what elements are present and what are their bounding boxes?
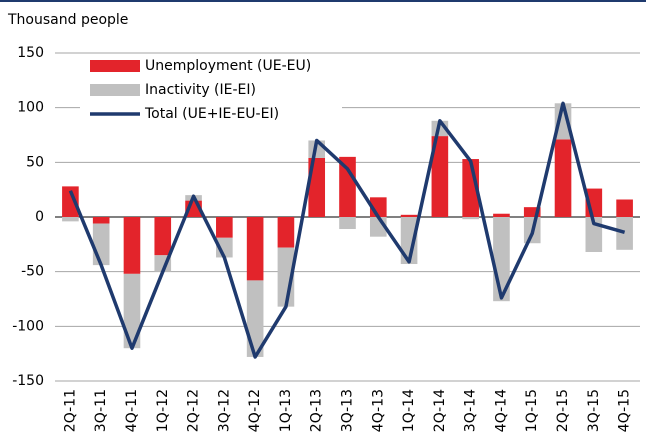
bar — [616, 217, 633, 250]
bar — [308, 157, 326, 217]
bar — [92, 217, 110, 224]
y-tick-label: 50 — [26, 154, 44, 170]
x-tick-label: 1Q-13 — [278, 389, 294, 432]
x-tick-label: 3Q-11 — [93, 389, 109, 432]
bar — [616, 199, 633, 217]
y-tick-label: -50 — [21, 264, 44, 280]
legend-swatch — [90, 60, 140, 72]
bar — [92, 223, 110, 266]
x-tick-label: 4Q-14 — [493, 389, 509, 432]
chart-title: Thousand people — [7, 12, 128, 28]
bar — [277, 217, 295, 248]
x-tick-label: 1Q-15 — [524, 389, 540, 432]
x-tick-label: 2Q-15 — [555, 389, 571, 432]
x-tick-label: 4Q-11 — [124, 389, 140, 432]
x-tick-label: 2Q-13 — [309, 389, 325, 432]
y-tick-label: -150 — [12, 373, 44, 389]
y-tick-label: 150 — [17, 45, 44, 61]
x-tick-label: 3Q-14 — [463, 389, 479, 432]
y-tick-label: 100 — [17, 100, 44, 116]
x-tick-label: 4Q-13 — [370, 389, 386, 432]
legend-label: Total (UE+IE-EU-EI) — [144, 106, 279, 122]
bar — [339, 156, 356, 217]
bar — [246, 217, 264, 281]
bar — [123, 217, 141, 274]
x-tick-label: 1Q-12 — [155, 389, 171, 432]
bar — [339, 217, 356, 230]
y-tick-label: 0 — [35, 209, 44, 225]
legend-label: Inactivity (IE-EI) — [145, 82, 256, 98]
bar — [431, 136, 449, 217]
bar — [400, 217, 418, 265]
x-tick-label: 2Q-12 — [186, 389, 202, 432]
bar — [123, 273, 141, 349]
x-tick-label: 3Q-15 — [586, 389, 602, 432]
x-tick-label: 3Q-12 — [216, 389, 232, 432]
x-tick-label: 3Q-13 — [340, 389, 356, 432]
bar — [154, 217, 172, 256]
bar — [62, 217, 79, 222]
x-tick-label: 4Q-12 — [247, 389, 263, 432]
total-line — [68, 101, 626, 359]
bar — [462, 217, 479, 220]
bar — [554, 103, 572, 140]
x-tick-label: 4Q-15 — [617, 389, 633, 432]
bar — [216, 217, 233, 238]
y-tick-label: -100 — [12, 318, 44, 334]
x-tick-label: 1Q-14 — [401, 389, 417, 432]
bar — [400, 214, 418, 217]
bar — [523, 207, 541, 217]
bar — [62, 186, 79, 217]
x-tick-label: 2Q-11 — [62, 389, 78, 432]
bar — [554, 139, 572, 217]
bar — [493, 213, 510, 217]
x-tick-label: 2Q-14 — [432, 389, 448, 432]
legend-label: Unemployment (UE-EU) — [145, 58, 311, 74]
legend-swatch — [90, 84, 140, 96]
